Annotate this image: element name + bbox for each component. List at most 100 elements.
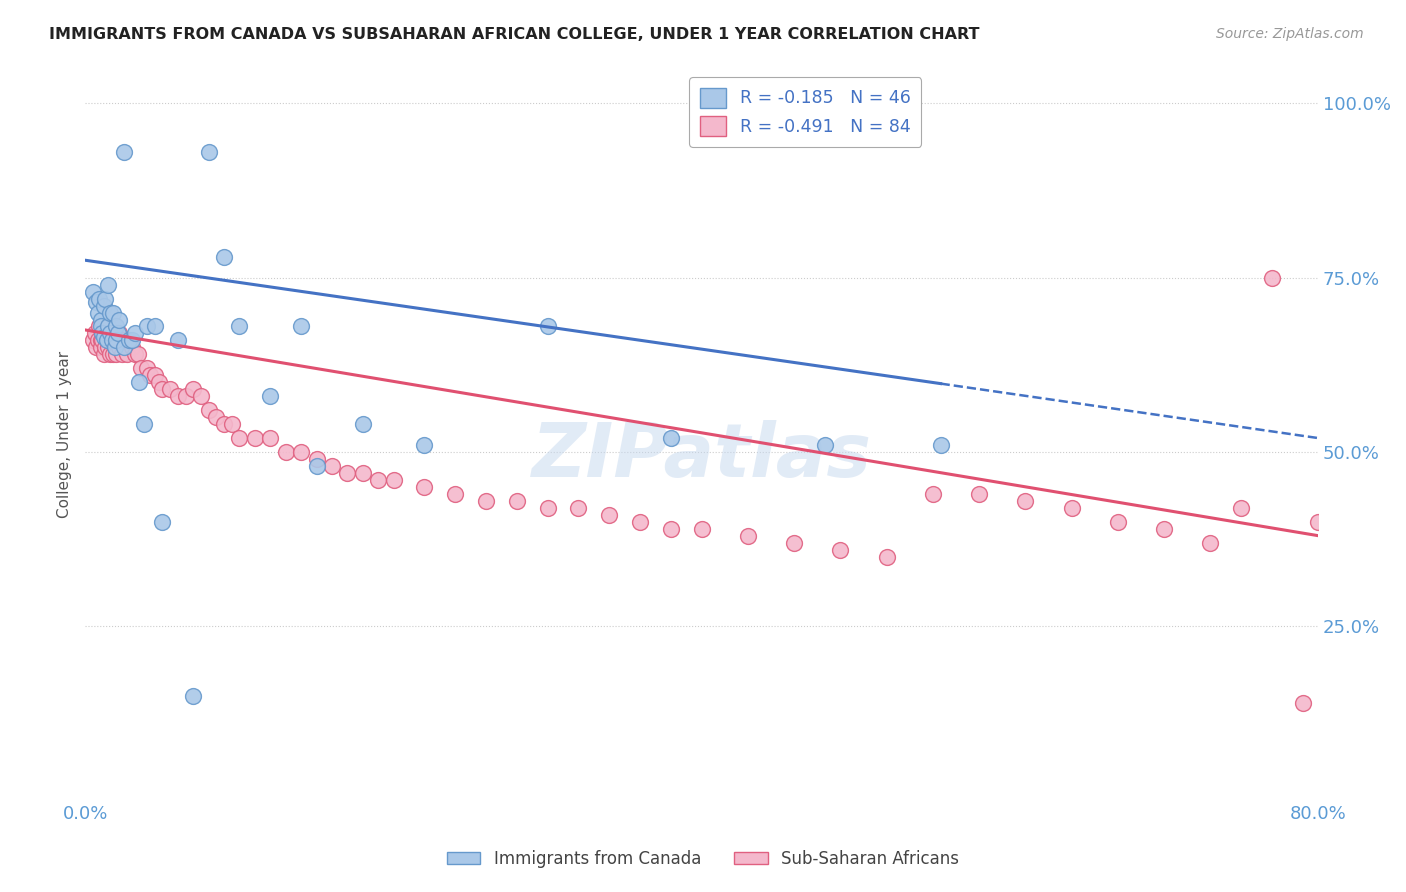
Point bbox=[929, 438, 952, 452]
Point bbox=[659, 431, 682, 445]
Text: ZIPatlas: ZIPatlas bbox=[531, 420, 872, 493]
Point bbox=[1199, 535, 1222, 549]
Point bbox=[89, 319, 111, 334]
Point bbox=[91, 326, 114, 341]
Point bbox=[105, 319, 128, 334]
Point bbox=[152, 515, 174, 529]
Point bbox=[737, 529, 759, 543]
Point bbox=[84, 340, 107, 354]
Point bbox=[124, 326, 146, 341]
Legend: Immigrants from Canada, Sub-Saharan Africans: Immigrants from Canada, Sub-Saharan Afri… bbox=[440, 844, 966, 875]
Point bbox=[108, 340, 131, 354]
Point bbox=[259, 389, 281, 403]
Point bbox=[98, 326, 121, 341]
Point bbox=[93, 326, 115, 341]
Point bbox=[212, 417, 235, 431]
Text: Source: ZipAtlas.com: Source: ZipAtlas.com bbox=[1216, 27, 1364, 41]
Point bbox=[97, 334, 120, 348]
Point bbox=[1107, 515, 1129, 529]
Point bbox=[228, 319, 250, 334]
Point bbox=[336, 466, 359, 480]
Point bbox=[537, 500, 560, 515]
Point bbox=[1060, 500, 1083, 515]
Point bbox=[166, 334, 188, 348]
Point bbox=[96, 334, 118, 348]
Point bbox=[197, 145, 219, 160]
Point bbox=[290, 319, 312, 334]
Point bbox=[90, 340, 112, 354]
Point bbox=[111, 347, 134, 361]
Point bbox=[93, 330, 115, 344]
Point bbox=[89, 292, 111, 306]
Legend: R = -0.185   N = 46, R = -0.491   N = 84: R = -0.185 N = 46, R = -0.491 N = 84 bbox=[689, 78, 921, 147]
Point bbox=[115, 347, 138, 361]
Point bbox=[104, 340, 127, 354]
Point bbox=[108, 326, 131, 341]
Point bbox=[783, 535, 806, 549]
Point bbox=[1308, 515, 1330, 529]
Point bbox=[221, 417, 243, 431]
Point bbox=[352, 466, 374, 480]
Point bbox=[121, 334, 143, 348]
Point bbox=[228, 431, 250, 445]
Point bbox=[98, 326, 121, 341]
Point bbox=[105, 347, 128, 361]
Point bbox=[174, 389, 197, 403]
Point bbox=[93, 347, 115, 361]
Point bbox=[90, 312, 112, 326]
Point bbox=[127, 347, 149, 361]
Point bbox=[290, 445, 312, 459]
Point bbox=[1292, 696, 1315, 710]
Point bbox=[259, 431, 281, 445]
Point bbox=[136, 319, 159, 334]
Point bbox=[148, 376, 170, 390]
Point bbox=[139, 368, 162, 383]
Point bbox=[305, 452, 328, 467]
Point bbox=[97, 340, 120, 354]
Point bbox=[197, 403, 219, 417]
Point bbox=[814, 438, 837, 452]
Point bbox=[101, 347, 124, 361]
Point bbox=[181, 689, 204, 703]
Point bbox=[86, 334, 108, 348]
Point bbox=[129, 361, 152, 376]
Point bbox=[475, 493, 498, 508]
Point bbox=[321, 458, 343, 473]
Point bbox=[190, 389, 212, 403]
Point bbox=[628, 515, 651, 529]
Point bbox=[128, 376, 150, 390]
Point bbox=[94, 292, 117, 306]
Point bbox=[537, 319, 560, 334]
Point bbox=[136, 361, 159, 376]
Point bbox=[598, 508, 620, 522]
Point bbox=[97, 277, 120, 292]
Text: IMMIGRANTS FROM CANADA VS SUBSAHARAN AFRICAN COLLEGE, UNDER 1 YEAR CORRELATION C: IMMIGRANTS FROM CANADA VS SUBSAHARAN AFR… bbox=[49, 27, 980, 42]
Point bbox=[98, 305, 121, 319]
Point bbox=[84, 295, 107, 310]
Point bbox=[117, 334, 139, 348]
Point bbox=[121, 340, 143, 354]
Point bbox=[243, 431, 266, 445]
Y-axis label: College, Under 1 year: College, Under 1 year bbox=[58, 351, 72, 518]
Point bbox=[112, 334, 135, 348]
Point bbox=[91, 334, 114, 348]
Point bbox=[1261, 270, 1284, 285]
Point bbox=[90, 319, 112, 334]
Point bbox=[166, 389, 188, 403]
Point bbox=[352, 417, 374, 431]
Point bbox=[86, 305, 108, 319]
Point bbox=[567, 500, 589, 515]
Point bbox=[143, 319, 166, 334]
Point bbox=[876, 549, 898, 564]
Point bbox=[1230, 500, 1253, 515]
Point bbox=[143, 368, 166, 383]
Point bbox=[97, 319, 120, 334]
Point bbox=[112, 145, 135, 160]
Point bbox=[367, 473, 389, 487]
Point bbox=[107, 326, 129, 341]
Point bbox=[152, 382, 174, 396]
Point bbox=[108, 312, 131, 326]
Point bbox=[690, 522, 713, 536]
Point bbox=[205, 410, 228, 425]
Point bbox=[107, 334, 129, 348]
